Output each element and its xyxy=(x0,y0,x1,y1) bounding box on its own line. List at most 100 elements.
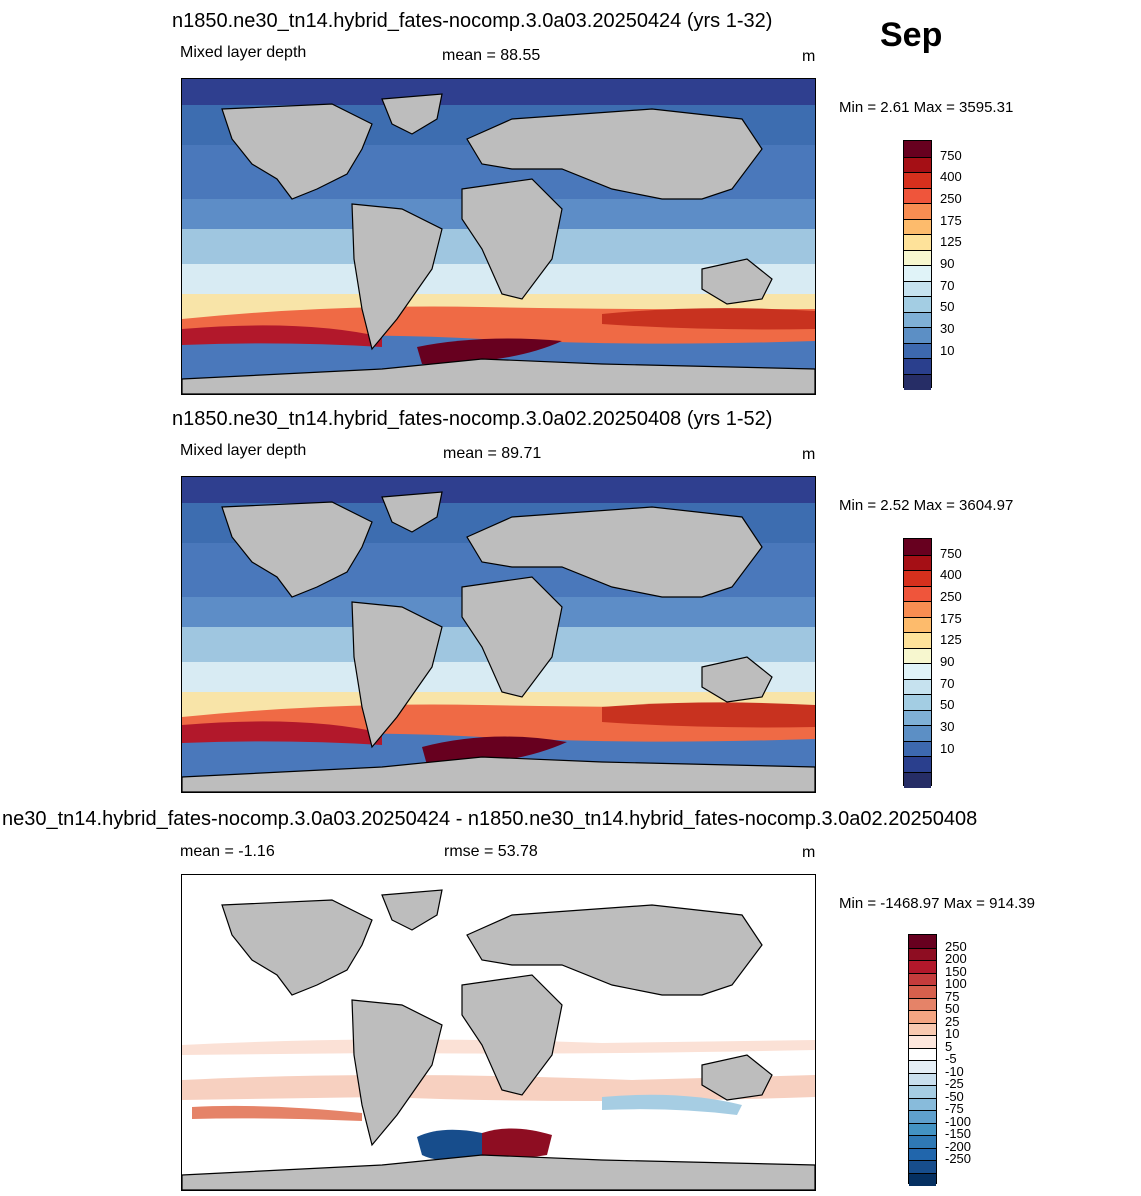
colorbar-label: 125 xyxy=(940,234,962,250)
panel-2-mean: mean = 89.71 xyxy=(443,445,542,462)
colorbar-label: -25 xyxy=(945,1076,964,1091)
colorbar-label: 50 xyxy=(945,1001,960,1016)
colorbar-swatch xyxy=(904,601,931,617)
colorbar-swatch xyxy=(909,972,936,986)
colorbar-swatch xyxy=(904,756,931,772)
colorbar-swatch xyxy=(909,1022,936,1036)
colorbar-label: 400 xyxy=(940,567,962,583)
colorbar-label: 250 xyxy=(945,938,967,954)
colorbar-label: 70 xyxy=(940,675,955,691)
colorbar-label: 50 xyxy=(940,299,955,315)
panel-1-title: n1850.ne30_tn14.hybrid_fates-nocomp.3.0a… xyxy=(172,10,773,32)
colorbar-label: 750 xyxy=(940,147,962,163)
colorbar-swatch xyxy=(904,218,931,235)
colorbar-label: -250 xyxy=(945,1151,972,1166)
colorbar-swatch xyxy=(904,311,931,328)
panel-2-title: n1850.ne30_tn14.hybrid_fates-nocomp.3.0a… xyxy=(172,408,773,430)
colorbar-swatch xyxy=(904,647,931,664)
panel-2-units: m xyxy=(802,446,816,463)
colorbar-swatch xyxy=(904,327,931,343)
colorbar-swatch xyxy=(904,203,931,219)
colorbar-label: 50 xyxy=(940,697,955,713)
panel-3-units: m xyxy=(802,844,816,861)
colorbar-label: 250 xyxy=(940,190,962,206)
colorbar-label: 250 xyxy=(940,588,962,604)
colorbar-swatch xyxy=(904,296,931,312)
colorbar-label: -50 xyxy=(945,1088,964,1104)
panel-3-title: ne30_tn14.hybrid_fates-nocomp.3.0a03.202… xyxy=(2,808,978,830)
colorbar-label: 10 xyxy=(940,342,955,358)
colorbar-label: -150 xyxy=(945,1126,972,1141)
colorbar-label: 25 xyxy=(945,1013,960,1029)
colorbar-label: 10 xyxy=(940,740,955,756)
colorbar-swatch xyxy=(904,187,931,204)
panel-2-colorbar-swatches xyxy=(903,538,932,788)
colorbar-label: 30 xyxy=(940,321,955,337)
colorbar-label: 400 xyxy=(940,169,962,185)
colorbar-swatch xyxy=(909,1147,936,1161)
colorbar-label: 5 xyxy=(945,1038,953,1054)
world-map-diff xyxy=(182,875,815,1190)
colorbar-swatch xyxy=(904,141,931,157)
panel-1-map xyxy=(181,78,816,395)
colorbar-swatch xyxy=(909,997,936,1011)
colorbar-label: 70 xyxy=(940,277,955,293)
colorbar-label: -75 xyxy=(945,1101,964,1116)
panel-2-map xyxy=(181,476,816,793)
colorbar-swatch xyxy=(904,725,931,741)
panel-3-mean: mean = -1.16 xyxy=(180,843,275,860)
colorbar-swatch xyxy=(909,1085,936,1098)
panel-1-mean: mean = 88.55 xyxy=(442,47,541,64)
colorbar-swatch xyxy=(904,740,931,757)
colorbar-swatch xyxy=(904,265,931,281)
colorbar-label: 100 xyxy=(945,976,967,991)
colorbar-swatch xyxy=(904,234,931,250)
colorbar-swatch xyxy=(904,570,931,586)
colorbar-label: 175 xyxy=(940,610,962,626)
colorbar-swatch xyxy=(904,663,931,679)
colorbar-swatch xyxy=(904,616,931,633)
colorbar-swatch xyxy=(909,1097,936,1111)
world-map xyxy=(182,477,815,792)
colorbar-swatch xyxy=(904,632,931,648)
colorbar-swatch xyxy=(909,960,936,973)
colorbar-swatch xyxy=(909,947,936,961)
colorbar-swatch xyxy=(904,678,931,695)
colorbar-swatch xyxy=(909,935,936,948)
continents xyxy=(182,889,815,1190)
panel-1-minmax: Min = 2.61 Max = 3595.31 xyxy=(839,99,1014,116)
panel-1-units: m xyxy=(802,48,816,65)
colorbar-swatch xyxy=(904,709,931,726)
colorbar-label: 90 xyxy=(940,654,955,669)
colorbar-swatch xyxy=(904,539,931,555)
month-label: Sep xyxy=(880,16,943,54)
colorbar-swatch xyxy=(909,1122,936,1136)
world-map xyxy=(182,79,815,394)
panel-1-variable: Mixed layer depth xyxy=(180,44,307,61)
colorbar-label: 10 xyxy=(945,1026,960,1041)
continents xyxy=(182,491,815,792)
colorbar-swatch xyxy=(904,358,931,374)
colorbar-label: 30 xyxy=(940,719,955,735)
colorbar-label: 150 xyxy=(945,963,967,979)
panel-3-minmax: Min = -1468.97 Max = 914.39 xyxy=(839,895,1035,912)
colorbar-label: 125 xyxy=(940,632,962,648)
colorbar-swatch xyxy=(904,771,931,788)
colorbar-swatch xyxy=(909,985,936,998)
colorbar-swatch xyxy=(904,373,931,390)
colorbar-label: -100 xyxy=(945,1113,972,1129)
colorbar-label: 75 xyxy=(945,988,960,1004)
colorbar-swatch xyxy=(904,172,931,188)
colorbar-swatch xyxy=(904,156,931,173)
colorbar-swatch xyxy=(904,342,931,359)
colorbar-swatch xyxy=(909,1010,936,1023)
colorbar-label: -200 xyxy=(945,1138,972,1154)
colorbar-label: 200 xyxy=(945,951,967,966)
colorbar-swatch xyxy=(909,1035,936,1048)
colorbar-swatch xyxy=(904,280,931,297)
colorbar-label: 175 xyxy=(940,212,962,228)
colorbar-label: 750 xyxy=(940,545,962,561)
colorbar-swatch xyxy=(909,1160,936,1173)
panel-2-variable: Mixed layer depth xyxy=(180,442,307,459)
colorbar-label: -5 xyxy=(945,1051,957,1066)
